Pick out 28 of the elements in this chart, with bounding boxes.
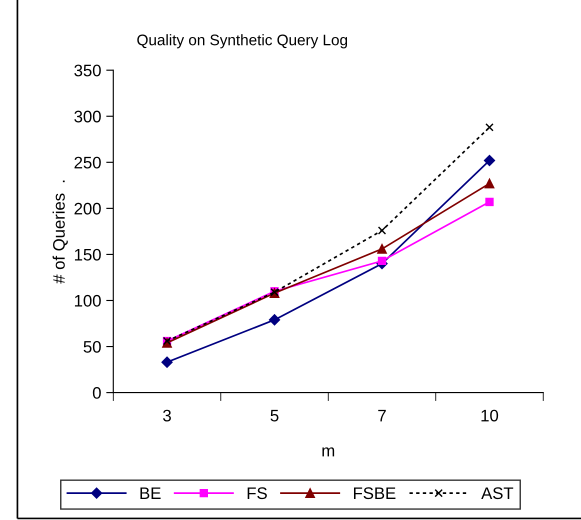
- point: [484, 154, 496, 166]
- legend-label: FSBE: [354, 487, 396, 500]
- x-tick-label: 7: [378, 410, 386, 422]
- point: [485, 198, 494, 206]
- y-tick-label: 250: [74, 156, 101, 169]
- point: [161, 356, 173, 368]
- y-tick-label: 300: [74, 110, 101, 122]
- point: [378, 256, 386, 266]
- y-tick-label: 50: [84, 340, 101, 353]
- y-tick-label: 350: [74, 64, 101, 76]
- legend-label: AST: [481, 487, 514, 500]
- x-axis-title: m: [322, 447, 334, 456]
- legend-label: FS: [248, 487, 267, 500]
- y-tick-label: 150: [74, 248, 101, 261]
- y-tick-label: 100: [74, 294, 101, 307]
- point: [484, 178, 494, 188]
- y-axis-title: # of Queries .: [52, 180, 68, 284]
- legend-label: BE: [140, 487, 161, 499]
- point: [378, 226, 386, 235]
- x-tick-label: 10: [481, 410, 498, 422]
- y-tick-label: 200: [74, 202, 101, 215]
- x-tick-label: 3: [163, 410, 171, 422]
- chart-title: Quality on Synthetic Query Log: [137, 34, 348, 48]
- y-tick-label: 0: [92, 387, 101, 399]
- point: [377, 244, 387, 254]
- point: [485, 123, 494, 132]
- x-tick-label: 5: [270, 410, 278, 422]
- point: [268, 314, 280, 326]
